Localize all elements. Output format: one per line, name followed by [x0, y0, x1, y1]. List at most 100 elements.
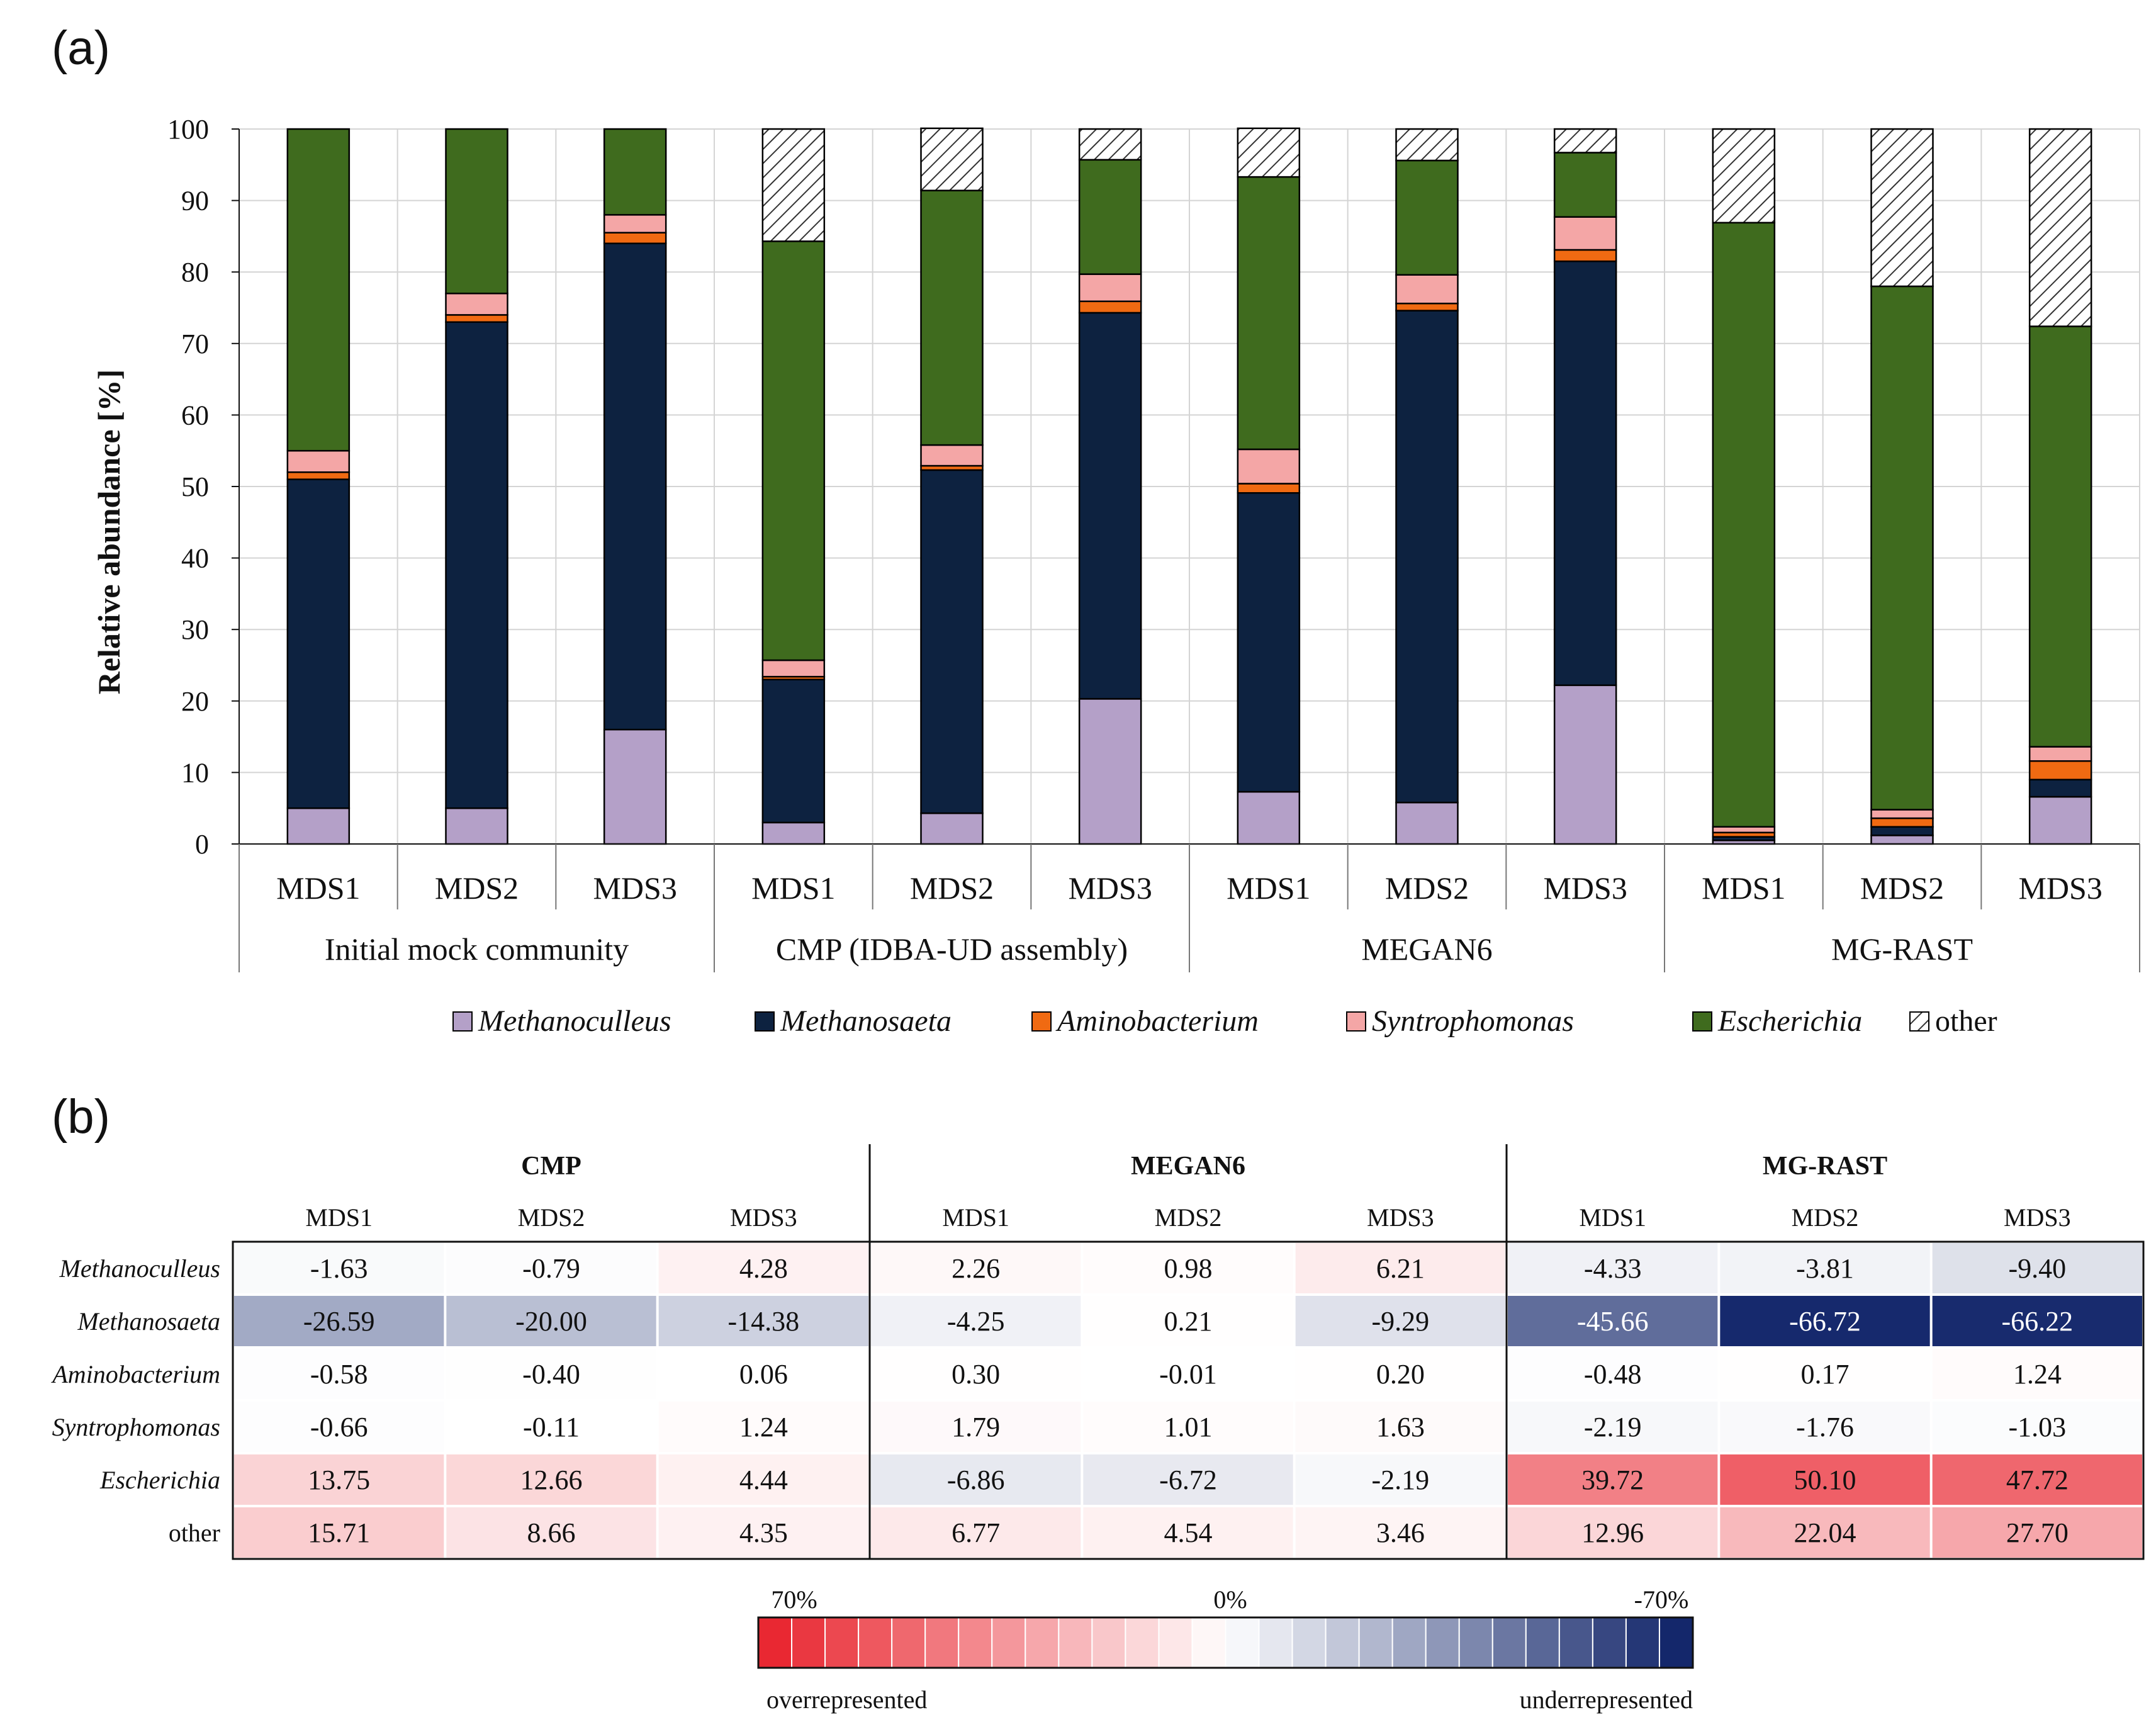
heatmap-cell — [446, 1349, 656, 1399]
heatmap-cell-value: 0.30 — [952, 1359, 1000, 1390]
heatmap-cell-value: -2.19 — [1584, 1412, 1642, 1442]
heatmap-cell-value: -0.79 — [522, 1253, 580, 1284]
heatmap-cell-value: -0.58 — [310, 1359, 368, 1390]
x-axis: MDS1 MDS2 MDS3 MDS1 MDS2 MDS3 MDS1 MDS2 MDS3 MDS1… — [239, 843, 2140, 972]
x-group-label: MG-RAST — [1831, 931, 1973, 967]
heatmap-cell-value: -45.66 — [1577, 1306, 1649, 1337]
legend-swatch-other — [1909, 1011, 1929, 1032]
heatmap-column-header: MDS1 — [1579, 1203, 1646, 1232]
color-scale-step — [1425, 1617, 1460, 1668]
heatmap-cells: -1.63 -0.79 4.28 2.26 0.98 6.21 -4.33 -3.81 -9.4… — [234, 1243, 2142, 1558]
bar-escherichia-9 — [1712, 222, 1776, 828]
heatmap-cell-value: -20.00 — [515, 1306, 587, 1337]
heatmap-cell — [871, 1349, 1081, 1399]
color-scale-step — [924, 1617, 960, 1668]
bar-escherichia-11 — [2028, 325, 2092, 748]
heatmap-cell — [1508, 1296, 1718, 1346]
heatmap: CMP MEGAN6 MG-RAST MDS1 MDS2 MDS3 MDS1 MDS2 MDS… — [50, 1144, 2145, 1560]
bar-methanoculleus-10 — [1870, 835, 1934, 845]
heatmap-cell — [234, 1454, 444, 1505]
bar-other-8 — [1553, 128, 1617, 154]
heatmap-cell-value: -0.11 — [523, 1412, 580, 1442]
bar-methanoculleus-2 — [603, 728, 667, 845]
legend-swatch-methanosaeta — [755, 1011, 775, 1032]
x-tick-label: MDS2 — [1860, 870, 1944, 906]
heatmap-cell-value: -6.72 — [1159, 1465, 1217, 1495]
bars — [286, 127, 2092, 845]
heatmap-cell — [234, 1243, 444, 1293]
heatmap-cell-value: -4.25 — [947, 1306, 1005, 1337]
bar-aminobacterium-8 — [1553, 249, 1617, 262]
bar-aminobacterium-5 — [1078, 300, 1142, 314]
bar-escherichia-1 — [445, 128, 508, 295]
heatmap-cell-value: 22.04 — [1794, 1517, 1856, 1548]
heatmap-cell — [1083, 1454, 1293, 1505]
heatmap-frame — [232, 1144, 2145, 1560]
bar-escherichia-6 — [1237, 176, 1301, 451]
heatmap-cell-value: -9.40 — [2009, 1253, 2067, 1284]
heatmap-column-header: MDS3 — [730, 1203, 797, 1232]
heatmap-group-header: MG-RAST — [1763, 1152, 1887, 1181]
heatmap-column-header: MDS1 — [305, 1203, 373, 1232]
color-scale-step — [891, 1617, 926, 1668]
heatmap-column-header: MDS3 — [1367, 1203, 1434, 1232]
heatmap-cell — [1508, 1402, 1718, 1452]
color-scale-step — [1592, 1617, 1627, 1668]
heatmap-cell — [1932, 1402, 2142, 1452]
color-scale-border — [757, 1616, 1694, 1669]
heatmap-cell-value: 1.01 — [1164, 1412, 1213, 1442]
heatmap-cell-value: 1.24 — [739, 1412, 788, 1442]
bar-syntrophomonas-1 — [445, 293, 508, 316]
heatmap-cell — [1508, 1349, 1718, 1399]
bar-other-11 — [2028, 128, 2092, 327]
bar-methanosaeta-0 — [286, 478, 351, 809]
bar-methanoculleus-7 — [1395, 801, 1459, 845]
scale-left-caption: overrepresented — [766, 1685, 927, 1714]
color-scale-step — [824, 1617, 860, 1668]
bar-syntrophomonas-10 — [1870, 809, 1934, 819]
heatmap-group-headers: CMP MEGAN6 MG-RAST — [521, 1152, 1887, 1181]
heatmap-cell-value: 0.17 — [1801, 1359, 1850, 1390]
heatmap-cell — [1295, 1349, 1505, 1399]
heatmap-cell-value: -9.29 — [1372, 1306, 1430, 1337]
color-scale-step — [1391, 1617, 1427, 1668]
bar-aminobacterium-2 — [603, 232, 667, 245]
bar-other-9 — [1712, 128, 1776, 224]
scale-center-label: 0% — [1213, 1585, 1247, 1614]
heatmap-cell-value: -0.48 — [1584, 1359, 1642, 1390]
heatmap-row-labels: Methanoculleus Methanosaeta Aminobacterium… — [50, 1254, 220, 1547]
heatmap-cell-value: 6.77 — [952, 1517, 1000, 1548]
heatmap-row-label: Methanoculleus — [59, 1254, 221, 1283]
x-tick-label: MDS1 — [1227, 870, 1310, 906]
heatmap-cell-value: 0.21 — [1164, 1306, 1213, 1337]
bar-escherichia-0 — [286, 128, 351, 452]
heatmap-row-label: Syntrophomonas — [52, 1413, 220, 1441]
heatmap-cell — [1932, 1296, 2142, 1346]
heatmap-column-headers: MDS1 MDS2 MDS3 MDS1 MDS2 MDS3 MDS1 MDS2 MDS3 — [305, 1203, 2070, 1232]
bar-methanoculleus-4 — [920, 812, 984, 845]
heatmap-cell — [234, 1296, 444, 1346]
legend-label-aminobacterium: Aminobacterium — [1055, 1004, 1259, 1038]
heatmap-cell — [1508, 1243, 1718, 1293]
legend-label-escherichia: Escherichia — [1717, 1004, 1862, 1038]
bar-syntrophomonas-4 — [920, 444, 984, 467]
heatmap-cell — [658, 1402, 868, 1452]
heatmap-cell-value: -26.59 — [303, 1306, 375, 1337]
gridlines — [239, 128, 2140, 845]
heatmap-cell — [1508, 1507, 1718, 1558]
legend-swatch-methanoculleus — [452, 1011, 473, 1032]
legend-swatch-syntrophomonas — [1346, 1011, 1366, 1032]
color-scale-step — [1158, 1617, 1193, 1668]
bar-syntrophomonas-6 — [1237, 448, 1301, 485]
x-tick-label: MDS3 — [1068, 870, 1152, 906]
color-scale-step — [858, 1617, 893, 1668]
heatmap-cell — [1083, 1507, 1293, 1558]
legend-label-methanosaeta: Methanosaeta — [780, 1004, 952, 1038]
legend-swatch-escherichia — [1692, 1011, 1712, 1032]
bar-methanosaeta-11 — [2028, 779, 2092, 798]
bar-methanoculleus-0 — [286, 807, 351, 845]
heatmap-cell — [446, 1402, 656, 1452]
heatmap-cell — [1720, 1507, 1930, 1558]
x-tick-label: MDS2 — [910, 870, 994, 906]
